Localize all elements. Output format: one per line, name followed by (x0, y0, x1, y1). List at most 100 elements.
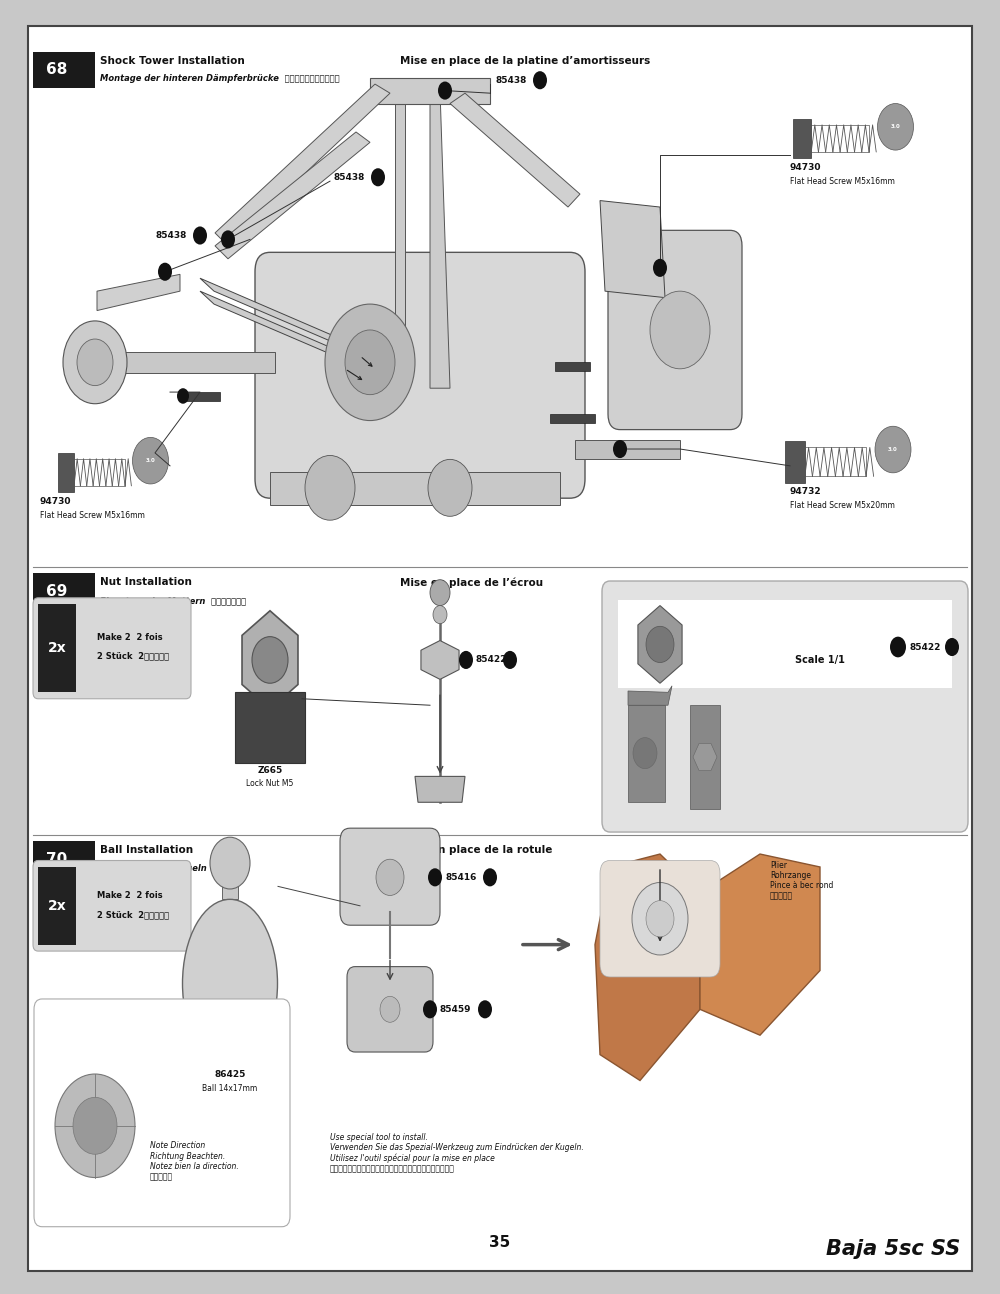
FancyBboxPatch shape (235, 692, 305, 763)
FancyBboxPatch shape (33, 573, 967, 609)
Text: Mise en place de la platine d’amortisseurs: Mise en place de la platine d’amortisseu… (400, 56, 650, 66)
Text: 85459: 85459 (440, 1005, 472, 1013)
Text: Shock Tower Installation: Shock Tower Installation (100, 56, 245, 66)
FancyBboxPatch shape (33, 841, 967, 877)
Circle shape (503, 651, 517, 669)
Circle shape (423, 1000, 437, 1018)
Text: 69: 69 (46, 584, 68, 599)
Text: Z665: Z665 (257, 766, 283, 775)
Polygon shape (450, 93, 580, 207)
Polygon shape (33, 573, 95, 609)
Polygon shape (183, 392, 220, 401)
Polygon shape (270, 472, 560, 505)
Circle shape (371, 168, 385, 186)
Text: 94730: 94730 (40, 497, 72, 506)
Text: 85416: 85416 (445, 873, 476, 881)
Polygon shape (242, 611, 298, 709)
Circle shape (380, 996, 400, 1022)
FancyBboxPatch shape (33, 598, 191, 699)
Polygon shape (215, 84, 390, 246)
Circle shape (305, 455, 355, 520)
Circle shape (193, 226, 207, 245)
Circle shape (878, 104, 914, 150)
Text: 2 Stück  2個作ります: 2 Stück 2個作ります (97, 652, 169, 660)
Text: Make 2  2 fois: Make 2 2 fois (97, 634, 163, 642)
Polygon shape (700, 854, 820, 1035)
Polygon shape (78, 573, 95, 609)
Text: Mise en place de l’écrou: Mise en place de l’écrou (400, 577, 543, 587)
Polygon shape (595, 854, 700, 1080)
Circle shape (483, 868, 497, 886)
Text: Lock Nut M5: Lock Nut M5 (246, 779, 294, 788)
Polygon shape (628, 705, 665, 802)
Text: Eindrücken der Kugeln  ボールの取付け: Eindrücken der Kugeln ボールの取付け (100, 864, 248, 872)
Polygon shape (200, 291, 380, 375)
Text: Flat Head Screw M5x20mm: Flat Head Screw M5x20mm (790, 501, 895, 510)
Text: 2x: 2x (48, 899, 66, 912)
Circle shape (633, 738, 657, 769)
Polygon shape (78, 52, 95, 88)
Polygon shape (628, 686, 672, 705)
Circle shape (132, 437, 168, 484)
Text: 3.0: 3.0 (891, 124, 900, 129)
Text: Flat Head Screw M5x16mm: Flat Head Screw M5x16mm (790, 177, 895, 186)
Circle shape (376, 859, 404, 895)
Polygon shape (555, 362, 590, 371)
Circle shape (945, 638, 959, 656)
Text: 68: 68 (46, 62, 68, 78)
Circle shape (430, 580, 450, 606)
Polygon shape (792, 119, 811, 158)
Circle shape (73, 1097, 117, 1154)
Polygon shape (690, 705, 720, 809)
Circle shape (55, 1074, 135, 1178)
Text: 70: 70 (46, 851, 68, 867)
Polygon shape (575, 440, 680, 459)
Text: Einsetzen der Muttern  ナットの取付け: Einsetzen der Muttern ナットの取付け (100, 597, 246, 604)
Text: Baja 5sc SS: Baja 5sc SS (826, 1238, 960, 1259)
Circle shape (221, 230, 235, 248)
FancyBboxPatch shape (618, 600, 952, 688)
FancyBboxPatch shape (95, 573, 967, 609)
Circle shape (77, 339, 113, 386)
Polygon shape (693, 744, 717, 770)
Text: 3.0: 3.0 (146, 458, 155, 463)
Polygon shape (600, 201, 665, 298)
Circle shape (158, 263, 172, 281)
Text: 85438: 85438 (333, 173, 364, 181)
Circle shape (613, 440, 627, 458)
Polygon shape (215, 132, 370, 259)
Text: Use special tool to install.
Verwenden Sie das Spezial-Werkzeug zum Eindrücken d: Use special tool to install. Verwenden S… (330, 1132, 584, 1174)
Polygon shape (95, 352, 275, 373)
Polygon shape (58, 453, 74, 492)
FancyBboxPatch shape (33, 52, 967, 88)
FancyBboxPatch shape (602, 581, 968, 832)
Circle shape (459, 651, 473, 669)
Circle shape (433, 606, 447, 624)
Polygon shape (785, 441, 805, 483)
Text: 85422: 85422 (910, 643, 941, 651)
Text: 35: 35 (489, 1234, 511, 1250)
Polygon shape (200, 278, 380, 362)
Text: 2x: 2x (48, 642, 66, 655)
Circle shape (428, 868, 442, 886)
FancyBboxPatch shape (95, 841, 967, 877)
Text: Make 2  2 fois: Make 2 2 fois (97, 892, 163, 899)
Circle shape (177, 388, 189, 404)
Circle shape (252, 637, 288, 683)
Text: Note Direction
Richtung Beachten.
Notez bien la direction.
向きに注意: Note Direction Richtung Beachten. Notez … (150, 1141, 239, 1181)
Text: Flat Head Screw M5x16mm: Flat Head Screw M5x16mm (40, 511, 145, 520)
Polygon shape (97, 274, 180, 311)
Polygon shape (421, 641, 459, 679)
Text: 94730: 94730 (790, 163, 822, 172)
Text: Plier
Rohrzange
Pince à bec rond
プライヤー: Plier Rohrzange Pince à bec rond プライヤー (770, 861, 833, 901)
Circle shape (533, 71, 547, 89)
Text: Nut Installation: Nut Installation (100, 577, 192, 587)
Ellipse shape (182, 899, 278, 1068)
Polygon shape (550, 414, 595, 423)
Circle shape (345, 330, 395, 395)
Text: 94732: 94732 (790, 487, 822, 496)
Circle shape (325, 304, 415, 421)
Polygon shape (395, 91, 405, 388)
Circle shape (646, 901, 674, 937)
Circle shape (875, 426, 911, 472)
